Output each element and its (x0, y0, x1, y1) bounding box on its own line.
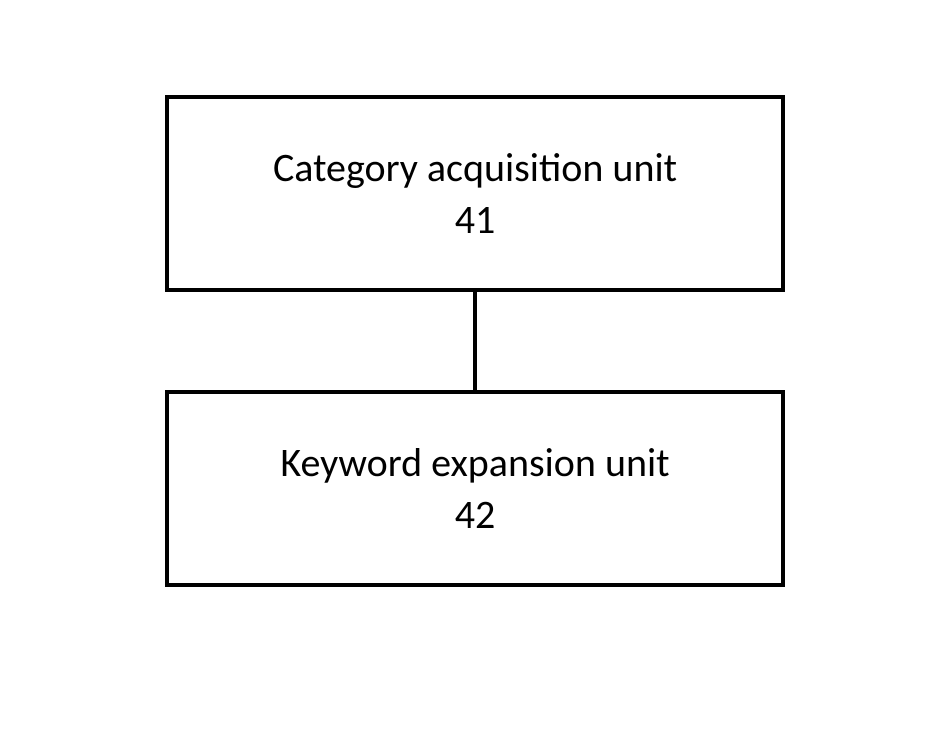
connector-line (473, 292, 477, 390)
node-title: Keyword expansion unit (280, 439, 669, 487)
node-category-acquisition: Category acquisition unit 41 (165, 95, 785, 292)
node-keyword-expansion: Keyword expansion unit 42 (165, 390, 785, 587)
node-number: 42 (455, 491, 496, 539)
diagram-container: Category acquisition unit 41 Keyword exp… (165, 95, 785, 587)
node-number: 41 (455, 196, 496, 244)
node-title: Category acquisition unit (273, 144, 677, 192)
